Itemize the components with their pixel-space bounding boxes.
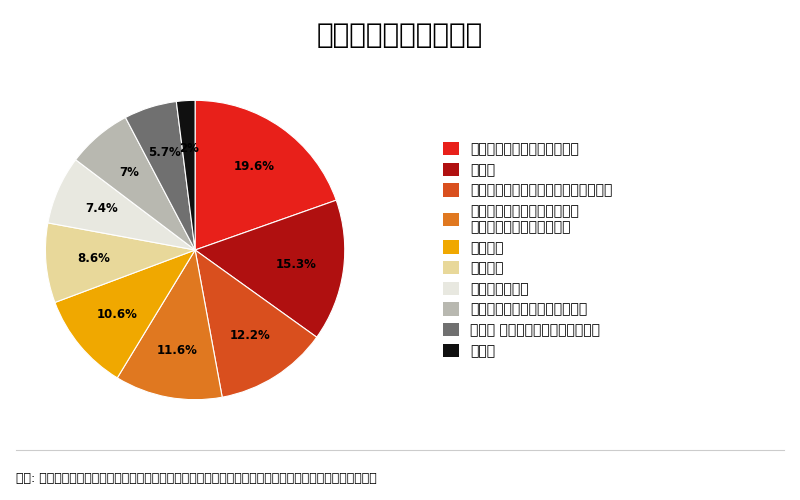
Legend: 民生用および産業用製品販売, 製造業, テクノロジー、メディア、および通信, プロフェッショナルサービス
およびコンサルティング業, 公共企業, 不動産業, 金: 民生用および産業用製品販売, 製造業, テクノロジー、メディア、および通信, プ… xyxy=(443,142,612,358)
Wedge shape xyxy=(46,223,195,302)
Text: 11.6%: 11.6% xyxy=(156,344,197,356)
Text: 8.6%: 8.6% xyxy=(78,252,110,266)
Text: 15.3%: 15.3% xyxy=(275,258,316,271)
Wedge shape xyxy=(195,250,317,397)
Text: 図１: この図は、報告のあった潜在的な侵害事象によって被害を受けた企業を業種別にまとめたものです。: 図１: この図は、報告のあった潜在的な侵害事象によって被害を受けた企業を業種別に… xyxy=(16,472,377,485)
Text: 7%: 7% xyxy=(119,166,139,179)
Wedge shape xyxy=(48,160,195,250)
Wedge shape xyxy=(176,100,195,250)
Wedge shape xyxy=(55,250,195,378)
Text: 19.6%: 19.6% xyxy=(234,160,274,173)
Text: 被害企業の業種別分類: 被害企業の業種別分類 xyxy=(317,21,483,49)
Wedge shape xyxy=(195,200,345,337)
Text: 10.6%: 10.6% xyxy=(96,308,137,322)
Text: 12.2%: 12.2% xyxy=(230,330,270,342)
Wedge shape xyxy=(76,118,195,250)
Text: 7.4%: 7.4% xyxy=(86,202,118,215)
Wedge shape xyxy=(118,250,222,400)
Text: 2%: 2% xyxy=(178,142,198,155)
Wedge shape xyxy=(126,102,195,250)
Wedge shape xyxy=(195,100,336,250)
Text: 5.7%: 5.7% xyxy=(148,146,181,160)
